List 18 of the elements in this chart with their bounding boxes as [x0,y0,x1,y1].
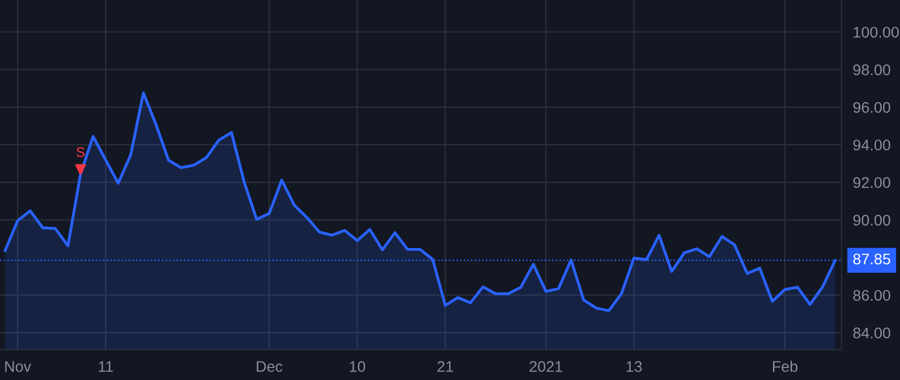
y-tick-label: 92.00 [853,177,890,188]
series-label: S [76,147,84,158]
x-tick-label: Nov [5,361,32,372]
x-tick-label: Dec [256,361,282,372]
y-tick-label: 84.00 [853,328,890,338]
x-tick-label: 13 [626,361,642,372]
y-tick-label: 96.00 [853,102,890,113]
x-tick-label: Feb [772,360,798,372]
y-tick-label: 90.00 [853,214,890,226]
x-tick-label: 11 [98,361,113,372]
y-tick-label: 86.00 [853,290,890,301]
y-tick-label: 94.00 [853,140,890,150]
y-tick-label: 98.00 [853,64,890,76]
x-tick-label: 21 [438,361,454,372]
y-tick-label: 100.00 [854,26,899,38]
ref-line-label: 87.85 [853,254,890,264]
x-tick-label: 10 [350,361,366,372]
x-tick-label: 2021 [530,361,562,372]
